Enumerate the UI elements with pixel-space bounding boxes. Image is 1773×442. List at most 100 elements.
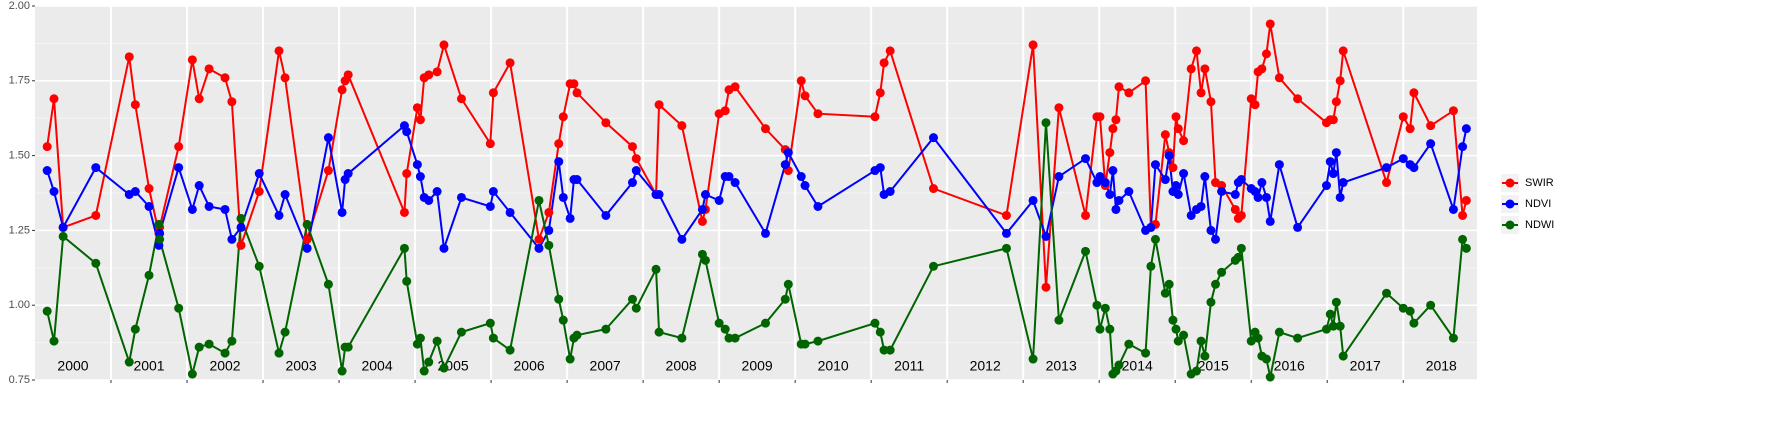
- data-point: [601, 324, 611, 334]
- data-point: [280, 73, 290, 83]
- year-label: 2000: [57, 358, 88, 374]
- data-point: [1382, 163, 1392, 173]
- data-point: [91, 210, 101, 220]
- data-point: [813, 201, 823, 211]
- data-point: [1265, 216, 1275, 226]
- year-label: 2001: [133, 358, 164, 374]
- data-point: [1196, 336, 1206, 346]
- data-point: [800, 181, 810, 191]
- data-point: [1114, 360, 1124, 370]
- data-point: [928, 261, 938, 271]
- data-point: [144, 201, 154, 211]
- data-point: [1236, 175, 1246, 185]
- y-tick-label: 1.00: [9, 299, 30, 311]
- data-point: [1328, 169, 1338, 179]
- year-label: 2011: [894, 358, 924, 374]
- data-point: [1458, 234, 1468, 244]
- data-point: [1108, 124, 1118, 134]
- data-point: [1124, 187, 1134, 197]
- data-point: [432, 67, 442, 77]
- data-point: [227, 336, 237, 346]
- year-label: 2015: [1198, 358, 1229, 374]
- data-point: [1100, 303, 1110, 313]
- data-point: [1179, 169, 1189, 179]
- data-point: [1111, 204, 1121, 214]
- data-point: [565, 354, 575, 364]
- data-point: [1261, 49, 1271, 59]
- data-point: [488, 187, 498, 197]
- year-label: 2018: [1426, 358, 1457, 374]
- data-point: [343, 342, 353, 352]
- data-point: [870, 112, 880, 122]
- year-label: 2002: [209, 358, 240, 374]
- year-label: 2008: [666, 358, 697, 374]
- data-point: [870, 318, 880, 328]
- legend-dot: [1505, 199, 1515, 209]
- data-point: [631, 166, 641, 176]
- data-point: [1054, 103, 1064, 113]
- data-point: [1331, 297, 1341, 307]
- data-point: [1108, 166, 1118, 176]
- data-point: [1114, 82, 1124, 92]
- data-point: [1261, 192, 1271, 202]
- legend-dot: [1505, 220, 1515, 230]
- data-point: [885, 187, 895, 197]
- data-point: [337, 366, 347, 376]
- data-point: [1398, 154, 1408, 164]
- data-point: [274, 210, 284, 220]
- data-point: [1001, 210, 1011, 220]
- data-point: [796, 76, 806, 86]
- data-point: [274, 348, 284, 358]
- data-point: [1192, 366, 1202, 376]
- data-point: [1186, 210, 1196, 220]
- data-point: [631, 303, 641, 313]
- data-point: [558, 112, 568, 122]
- data-point: [1095, 172, 1105, 182]
- data-point: [1236, 243, 1246, 253]
- data-point: [761, 318, 771, 328]
- data-point: [1293, 333, 1303, 343]
- data-point: [274, 46, 284, 56]
- data-point: [1382, 288, 1392, 298]
- data-point: [800, 91, 810, 101]
- data-point: [130, 187, 140, 197]
- data-point: [194, 181, 204, 191]
- data-point: [91, 258, 101, 268]
- data-point: [1321, 324, 1331, 334]
- data-point: [534, 243, 544, 253]
- data-point: [124, 357, 134, 367]
- data-point: [724, 172, 734, 182]
- data-point: [1001, 228, 1011, 238]
- data-point: [572, 175, 582, 185]
- data-point: [488, 333, 498, 343]
- data-point: [1461, 124, 1471, 134]
- data-point: [730, 178, 740, 188]
- data-point: [1081, 154, 1091, 164]
- data-point: [323, 279, 333, 289]
- data-point: [402, 276, 412, 286]
- data-point: [1001, 243, 1011, 253]
- data-point: [780, 294, 790, 304]
- data-point: [456, 327, 466, 337]
- data-point: [796, 172, 806, 182]
- data-point: [187, 204, 197, 214]
- year-label: 2006: [514, 358, 545, 374]
- data-point: [554, 294, 564, 304]
- data-point: [1382, 178, 1392, 188]
- data-point: [194, 342, 204, 352]
- data-point: [1230, 189, 1240, 199]
- data-point: [456, 94, 466, 104]
- data-point: [1338, 46, 1348, 56]
- data-point: [1461, 243, 1471, 253]
- data-point: [654, 189, 664, 199]
- data-point: [813, 336, 823, 346]
- data-point: [677, 234, 687, 244]
- data-point: [879, 58, 889, 68]
- data-point: [254, 187, 264, 197]
- data-point: [601, 118, 611, 128]
- data-point: [204, 201, 214, 211]
- data-point: [1331, 148, 1341, 158]
- data-point: [42, 166, 52, 176]
- data-point: [700, 255, 710, 265]
- data-point: [730, 333, 740, 343]
